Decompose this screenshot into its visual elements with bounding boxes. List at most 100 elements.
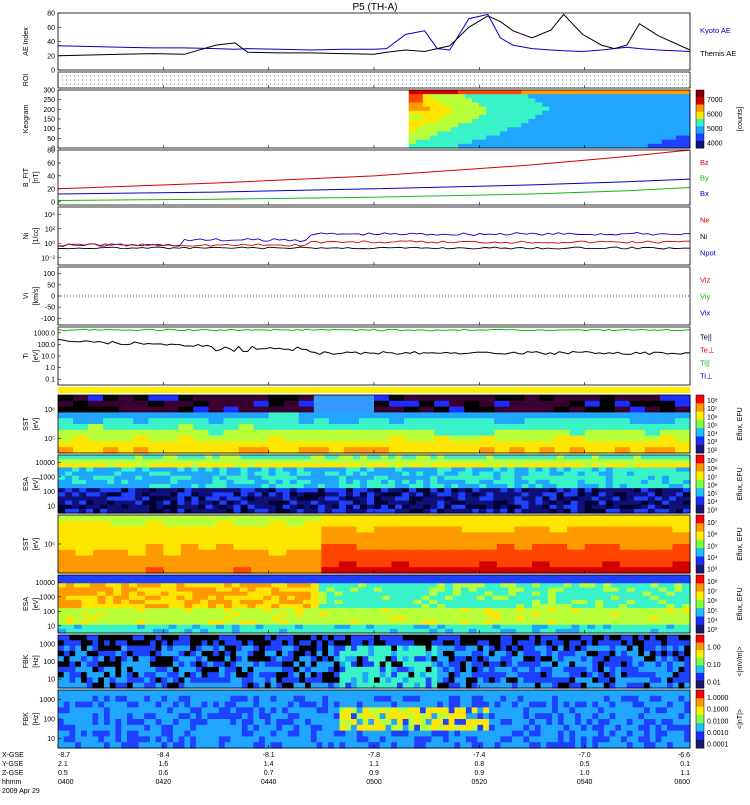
esa_e-pixel [675,500,684,506]
sst_i-pixel [58,515,77,522]
esa_e-pixel [366,463,375,469]
esa_i-pixel [532,575,541,580]
sst_e-pixel [569,441,586,448]
keogram-pixel [535,94,543,99]
esa_e-pixel [100,488,108,493]
sst_i-pixel [338,549,358,557]
esa_i-pixel [421,608,430,613]
sst_e-pixel [73,400,89,408]
fbk_e-pixel [155,635,163,641]
esa_e-pixel [359,496,368,502]
esa_i-pixel [318,612,328,618]
esa_e-pixel [668,484,677,489]
keogram-pixel [577,90,586,95]
esa_e-pixel [402,475,410,481]
sst_e-pixel [178,424,195,431]
fbk_e-pixel [632,640,639,647]
keogram-pixel [570,98,578,103]
fbk_e-pixel [224,682,231,689]
esa_e-pixel [268,508,277,514]
esa_e-pixel [451,455,459,460]
fbk_e-pixel [184,666,191,673]
esa_i-pixel [366,628,375,634]
esa_i-pixel [105,595,114,601]
sst_i-pixel [479,544,498,551]
esa_i-pixel [374,583,383,589]
keogram-pixel [415,131,424,137]
fbk_e-pixel [672,666,680,673]
fbk_e-pixel [517,645,524,652]
keogram-pixel [465,119,473,124]
esa_i-pixel [650,620,659,626]
fbk_e-pixel [132,635,140,641]
keogram-pixel [668,114,677,120]
esa_e-pixel [191,475,200,481]
fbk_e-pixel [580,635,588,641]
keogram-pixel [422,102,431,108]
sst_i-pixel [128,544,147,551]
esa_e-pixel [633,508,642,514]
esa_i-pixel [302,583,312,589]
sst_i-pixel [110,532,129,539]
sst_i-pixel [444,532,463,539]
keogram-pixel [415,127,424,132]
esa_i-pixel [389,599,399,605]
fbk_e-pixel [563,672,570,678]
fbk_e-pixel [362,682,369,689]
sst_i-pixel [163,532,182,539]
esa_e-pixel [275,484,284,489]
esa_e-pixel [345,488,354,493]
sst_e-pixel [569,412,586,419]
esa_i-pixel [571,612,580,618]
esa_i-pixel [310,575,320,580]
sst_e-pixel [629,412,646,419]
keogram-pixel [612,90,621,95]
esa_i-pixel [397,575,407,580]
esa_e-pixel [430,496,438,502]
sst_e-pixel [358,447,375,454]
esa_e-pixel [647,463,656,469]
fbk_e-pixel [144,661,151,668]
keogram-pixel [598,127,607,132]
esa_i-pixel [326,628,336,634]
esa_e-pixel [184,504,193,510]
esa_e-pixel [598,459,607,464]
esa_i-pixel [682,587,691,593]
fbk_b-pixel [109,701,117,708]
fbk_e-pixel [121,645,128,652]
esa_e-pixel [374,479,382,485]
esa_i-pixel [666,628,675,634]
sst_e-pixel [193,412,210,419]
sst_e-pixel [389,406,405,413]
esa_i-pixel [168,616,178,622]
esa_e-pixel [58,475,66,481]
esa_i-pixel [547,587,557,593]
esa_i-pixel [579,628,588,634]
esa_i-pixel [144,620,154,626]
fbk_e-pixel [201,640,208,647]
esa_i-spectrogram [58,575,691,634]
sst_i-pixel [532,520,551,528]
sst_e-pixel [674,424,691,431]
fbk_e-pixel [103,672,111,678]
esa_e-pixel [542,471,551,477]
esa_e-pixel [317,479,326,485]
esa_i-pixel [460,628,470,634]
fbk_e-pixel [259,677,266,684]
sst_e-pixel [178,441,195,448]
sst_e-pixel [358,400,375,408]
fbk_e-pixel [213,640,220,647]
fbk_e-pixel [598,645,605,652]
esa_i-pixel [397,583,407,589]
sst_i-pixel [549,544,568,551]
esa_e-pixel [177,492,185,498]
keogram-pixel [465,102,473,108]
esa_i-pixel [97,595,106,601]
fbk_e-pixel [247,666,254,673]
fbk_e-pixel [511,666,519,673]
fbk_e-pixel [552,645,559,652]
keogram-pixel [633,110,642,116]
keogram-pixel [450,119,459,124]
esa_e-pixel [184,455,193,460]
esa_i-pixel [58,624,67,630]
